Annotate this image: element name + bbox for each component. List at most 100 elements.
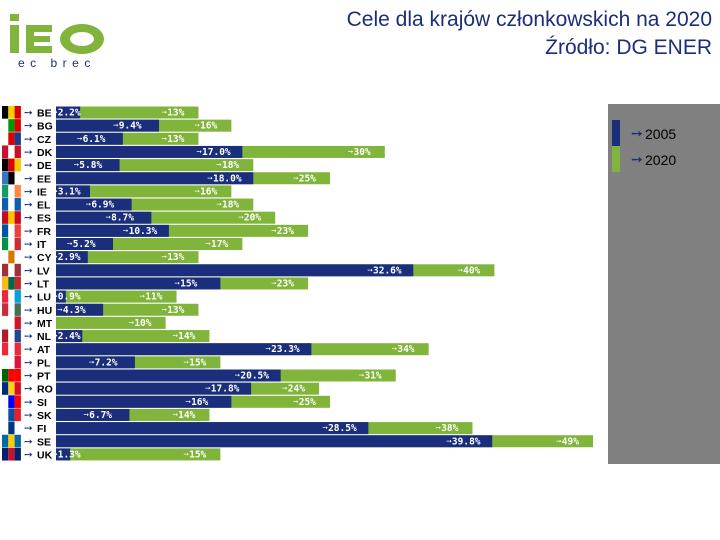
data-label-2020-at: ➙34%	[392, 344, 415, 355]
flag-stripe	[8, 382, 15, 395]
data-label-2005-hu: ➙4.3%	[57, 305, 86, 316]
data-label-2005-sk: ➙6.7%	[83, 410, 112, 421]
category-arrow-icon: ➙	[24, 409, 33, 421]
flag-stripe	[14, 158, 21, 172]
category-arrow-icon: ➙	[24, 199, 33, 211]
data-label-2020-pl: ➙15%	[183, 357, 206, 368]
category-arrow-icon: ➙	[24, 383, 33, 395]
category-label-nl: NL	[37, 331, 52, 343]
data-label-2020-ee: ➙25%	[293, 173, 316, 184]
category-label-lt: LT	[37, 278, 50, 290]
bar-2005-fr	[56, 224, 169, 237]
category-arrow-icon: ➙	[24, 278, 33, 290]
data-label-2020-lu: ➙11%	[140, 292, 163, 303]
legend-item-2020: ➙ 2020	[612, 146, 676, 172]
legend-arrow-icon: ➙	[631, 126, 643, 142]
legend-label-2020: 2020	[645, 152, 676, 168]
flag-stripe	[2, 119, 9, 132]
category-arrow-icon: ➙	[24, 146, 33, 158]
data-label-2005-lt: ➙15%	[174, 278, 197, 289]
category-arrow-icon: ➙	[24, 436, 33, 448]
legend-arrow-icon: ➙	[631, 152, 643, 168]
category-arrow-icon: ➙	[24, 160, 33, 172]
bar-2020-mt	[56, 316, 166, 329]
bar-2005-de	[56, 159, 120, 172]
flag-icon-uk	[2, 447, 21, 461]
flag-stripe	[14, 250, 21, 264]
flag-stripe	[8, 237, 15, 251]
category-label-pt: PT	[37, 371, 51, 383]
data-label-2005-uk: ➙1.3%	[52, 449, 81, 460]
flag-stripe	[14, 171, 21, 185]
bar-2005-ro	[56, 382, 252, 395]
flag-stripe	[8, 355, 15, 369]
bar-2005-es	[56, 211, 152, 224]
category-arrow-icon: ➙	[24, 304, 33, 316]
bar-2005-hu	[56, 303, 104, 316]
category-label-lu: LU	[37, 292, 51, 304]
logo-letter-o-inner	[70, 32, 94, 46]
bar-2005-pl	[56, 356, 135, 369]
category-arrow-icon: ➙	[24, 252, 33, 264]
page-title: Cele dla krajów członkowskich na 2020	[346, 8, 712, 31]
category-label-be: BE	[37, 108, 52, 120]
data-label-2005-lv: ➙32.6%	[367, 265, 402, 276]
flag-stripe	[8, 276, 15, 290]
flag-stripe	[2, 408, 9, 422]
category-arrow-icon: ➙	[24, 186, 33, 198]
bar-2005-dk	[56, 145, 243, 158]
flag-icon-ro	[2, 382, 21, 395]
category-label-de: DE	[37, 160, 52, 172]
ieo-logo-graphic: ec brec	[10, 14, 104, 70]
flag-stripe	[2, 132, 9, 145]
flag-stripe	[14, 263, 21, 277]
flag-stripe	[14, 408, 21, 422]
flag-icon-bg	[2, 119, 21, 132]
page-subtitle: Źródło: DG ENER	[545, 36, 712, 59]
flag-stripe	[14, 303, 21, 316]
flag-stripe	[2, 395, 9, 408]
flag-icon-fr	[2, 224, 21, 237]
flag-stripe	[2, 434, 9, 448]
legend-panel	[608, 104, 720, 464]
category-label-dk: DK	[37, 147, 53, 159]
bar-2020-uk	[56, 448, 221, 461]
category-arrow-icon: ➙	[24, 173, 33, 185]
flag-icon-it	[2, 237, 21, 251]
flag-stripe	[2, 198, 9, 211]
flag-icon-cy	[2, 250, 21, 264]
data-label-2020-si: ➙25%	[293, 397, 316, 408]
data-label-2005-fi: ➙28.5%	[322, 423, 357, 434]
category-arrow-icon: ➙	[24, 331, 33, 343]
flag-stripe	[8, 329, 15, 343]
category-label-ie: IE	[37, 186, 47, 198]
data-label-2020-cy: ➙13%	[161, 252, 184, 263]
bar-2005-cz	[56, 132, 123, 145]
flag-stripe	[14, 421, 21, 435]
flag-icon-sk	[2, 408, 21, 422]
flag-stripe	[2, 211, 9, 224]
bar-2005-lu	[56, 290, 66, 303]
bar-2020-lu	[56, 290, 177, 303]
data-label-2005-be: ➙2.2%	[52, 108, 81, 119]
flag-stripe	[2, 158, 9, 172]
data-label-2020-lv: ➙40%	[457, 265, 480, 276]
ieo-logo: ec brec	[4, 10, 114, 70]
category-label-el: EL	[37, 200, 51, 212]
bar-2005-pt	[56, 369, 281, 382]
flag-stripe	[14, 395, 21, 408]
flag-stripe	[8, 395, 15, 408]
data-label-2020-cz: ➙13%	[161, 134, 184, 145]
data-label-2020-ro: ➙24%	[282, 384, 305, 395]
logo-subtitle: ec brec	[18, 56, 96, 70]
flag-stripe	[8, 158, 15, 172]
category-arrow-icon: ➙	[24, 107, 33, 119]
flag-stripe	[14, 276, 21, 290]
data-label-2005-pl: ➙7.2%	[89, 357, 118, 368]
flag-stripe	[8, 171, 15, 185]
flag-stripe	[2, 447, 9, 461]
flag-icon-es	[2, 211, 21, 224]
data-label-2005-it: ➙5.2%	[67, 239, 96, 250]
flag-stripe	[14, 447, 21, 461]
flag-stripe	[14, 184, 21, 198]
